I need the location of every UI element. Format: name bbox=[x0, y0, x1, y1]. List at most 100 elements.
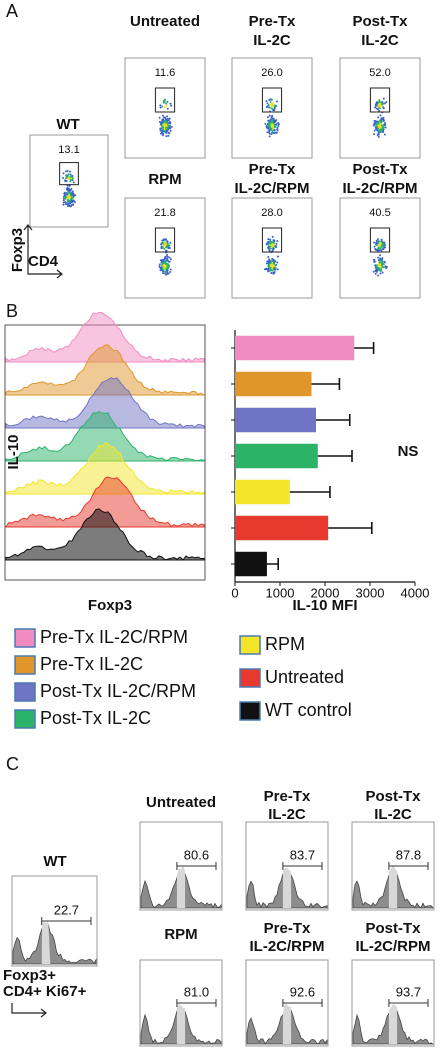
flow-dot bbox=[66, 197, 69, 200]
flow-dot bbox=[167, 121, 170, 124]
flow-dot bbox=[165, 129, 168, 132]
panel-label: C bbox=[6, 754, 19, 774]
flow-dot bbox=[161, 239, 164, 242]
flow-dot bbox=[274, 266, 277, 269]
flow-dot bbox=[381, 247, 384, 250]
flow-dot bbox=[273, 109, 276, 112]
flow-dot bbox=[379, 263, 382, 266]
flow-dot bbox=[270, 241, 273, 244]
flow-dot bbox=[161, 268, 164, 271]
plot-title: WT bbox=[56, 116, 79, 133]
flow-dot bbox=[165, 131, 168, 134]
legend-swatch bbox=[14, 655, 36, 675]
flow-dot bbox=[159, 123, 162, 126]
histogram-ridge bbox=[5, 476, 205, 528]
flow-dot bbox=[159, 104, 162, 107]
flow-dot bbox=[163, 121, 166, 124]
plot-title: WT bbox=[43, 853, 66, 870]
legend-swatch bbox=[14, 682, 36, 702]
range-bracket bbox=[176, 999, 217, 1007]
flow-dot bbox=[163, 247, 166, 250]
histogram-area bbox=[12, 923, 97, 965]
axis-arrow bbox=[11, 1003, 47, 1018]
flow-dot bbox=[158, 263, 161, 266]
flow-dot bbox=[271, 126, 274, 129]
axis-label: Foxp3 bbox=[88, 597, 132, 614]
flow-dot bbox=[62, 172, 65, 175]
flow-dot bbox=[378, 120, 381, 123]
flow-dot bbox=[380, 128, 383, 131]
histogram-ridge bbox=[5, 311, 205, 363]
flow-dot bbox=[63, 194, 66, 197]
flow-dot bbox=[265, 106, 268, 109]
flow-dot bbox=[276, 261, 279, 264]
bar bbox=[235, 371, 312, 397]
histogram-ridge bbox=[5, 377, 205, 429]
flow-dot bbox=[163, 128, 166, 131]
flow-dot bbox=[164, 270, 167, 273]
axis-label: Foxp3+ bbox=[3, 967, 56, 984]
gate bbox=[154, 87, 176, 113]
flow-dot bbox=[268, 114, 271, 117]
flow-dot bbox=[71, 196, 74, 199]
flow-dot bbox=[385, 266, 388, 269]
plot-title: Post-Tx bbox=[365, 788, 421, 805]
flow-dot bbox=[161, 263, 164, 266]
flow-dot bbox=[373, 245, 376, 248]
flow-dot bbox=[267, 264, 270, 267]
flow-dot bbox=[162, 242, 165, 245]
flow-dot bbox=[169, 241, 172, 244]
axis-label: Foxp3 bbox=[9, 228, 26, 272]
flow-dot bbox=[276, 268, 279, 271]
flow-dot bbox=[269, 261, 272, 264]
flow-dot bbox=[270, 131, 273, 134]
flow-dot bbox=[72, 203, 75, 206]
legend-swatch bbox=[14, 628, 36, 648]
flow-dot bbox=[166, 271, 169, 274]
flow-dot bbox=[164, 238, 167, 241]
flow-dot bbox=[68, 170, 71, 173]
flow-dot bbox=[383, 260, 386, 263]
flow-dot bbox=[161, 269, 164, 272]
flow-dot bbox=[62, 203, 65, 206]
flow-dot bbox=[61, 176, 64, 179]
flow-dot bbox=[267, 269, 270, 272]
range-bracket bbox=[282, 999, 323, 1007]
gate bbox=[261, 227, 283, 253]
flow-dot bbox=[163, 241, 166, 244]
flow-dot bbox=[159, 106, 162, 109]
flow-dot bbox=[165, 262, 168, 265]
bar bbox=[235, 479, 290, 505]
flow-dot bbox=[73, 201, 76, 204]
flow-dot bbox=[164, 244, 167, 247]
flow-dot bbox=[275, 132, 278, 135]
flow-dot bbox=[165, 104, 168, 107]
flow-dot bbox=[161, 114, 164, 117]
flow-dot bbox=[267, 243, 270, 246]
bar bbox=[235, 551, 267, 577]
flow-dot bbox=[265, 243, 268, 246]
flow-dot bbox=[271, 103, 274, 106]
plot-title: IL-2C/RPM bbox=[343, 180, 418, 197]
flow-dot bbox=[380, 238, 383, 241]
plot-frame bbox=[124, 197, 206, 299]
gate bbox=[154, 227, 176, 253]
flow-dot bbox=[267, 106, 270, 109]
legend-label: Post-Tx IL-2C/RPM bbox=[40, 681, 196, 701]
flow-dot bbox=[162, 99, 165, 102]
flow-dot bbox=[265, 125, 268, 128]
flow-dot bbox=[374, 126, 377, 129]
flow-dot bbox=[273, 270, 276, 273]
legend-swatch bbox=[239, 668, 261, 688]
range-value: 81.0 bbox=[184, 984, 209, 999]
flow-dot bbox=[70, 193, 73, 196]
flow-dot bbox=[373, 123, 376, 126]
flow-dot bbox=[163, 98, 166, 101]
flow-dot bbox=[160, 266, 163, 269]
flow-dot bbox=[267, 255, 270, 258]
flow-dot bbox=[167, 260, 170, 263]
legend-label: Pre-Tx IL-2C bbox=[40, 654, 143, 674]
flow-dot bbox=[164, 255, 167, 258]
bar bbox=[235, 407, 316, 433]
flow-dot bbox=[376, 127, 379, 130]
